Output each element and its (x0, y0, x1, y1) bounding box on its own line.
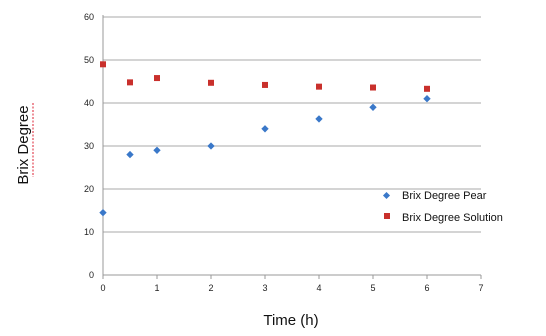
data-point-pear (207, 142, 215, 150)
series-pear (99, 95, 431, 217)
y-tick-label: 50 (84, 55, 94, 65)
x-tick-label: 6 (424, 283, 429, 293)
y-tick-label: 10 (84, 227, 94, 237)
data-point-solution (208, 79, 214, 86)
data-point-pear (423, 95, 431, 103)
legend-label-solution: Brix Degree Solution (402, 212, 503, 224)
data-point-solution (370, 84, 376, 91)
legend-label-pear: Brix Degree Pear (402, 190, 487, 202)
data-point-solution (316, 83, 322, 90)
series-solution (100, 61, 430, 92)
gridlines (103, 16, 481, 233)
data-point-pear (261, 125, 269, 133)
y-tick-label: 20 (84, 184, 94, 194)
x-tick-label: 1 (154, 283, 159, 293)
legend-item-pear: Brix Degree Pear (382, 190, 487, 202)
x-tick-label: 0 (100, 283, 105, 293)
legend-marker-pear (382, 191, 391, 200)
axes (102, 15, 482, 279)
data-point-solution (154, 75, 160, 82)
data-point-solution (127, 79, 133, 86)
x-tick-label: 5 (370, 283, 375, 293)
y-axis-title: Brix Degree (15, 105, 32, 184)
legend-item-solution: Brix Degree Solution (384, 212, 503, 224)
y-tick-label: 30 (84, 141, 94, 151)
x-tick-labels: 0 1 2 3 4 5 6 7 (100, 283, 483, 293)
y-tick-labels: 0 10 20 30 40 50 60 (84, 12, 94, 280)
x-tick-label: 7 (478, 283, 483, 293)
data-point-pear (126, 150, 134, 159)
legend: Brix Degree Pear Brix Degree Solution (382, 190, 503, 224)
data-point-pear (153, 146, 161, 154)
x-tick-label: 3 (262, 283, 267, 293)
data-point-pear (315, 115, 323, 123)
data-point-solution (262, 81, 268, 88)
legend-marker-solution (384, 213, 390, 219)
y-tick-label: 40 (84, 98, 94, 108)
x-axis-title: Time (h) (263, 312, 318, 329)
data-point-solution (100, 61, 106, 68)
y-tick-label: 0 (89, 270, 94, 280)
data-point-solution (424, 85, 430, 92)
data-point-pear (99, 208, 107, 217)
x-tick-label: 2 (208, 283, 213, 293)
data-point-pear (369, 103, 377, 111)
x-tick-label: 4 (316, 283, 321, 293)
data-points (99, 61, 431, 217)
y-tick-label: 60 (84, 12, 94, 22)
